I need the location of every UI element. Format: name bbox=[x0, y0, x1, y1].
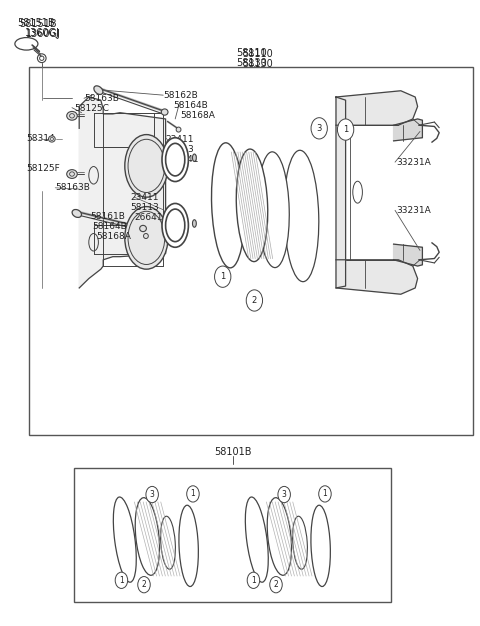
Polygon shape bbox=[394, 244, 422, 266]
Ellipse shape bbox=[140, 225, 146, 232]
Polygon shape bbox=[79, 97, 166, 288]
Ellipse shape bbox=[162, 138, 188, 182]
Ellipse shape bbox=[135, 498, 159, 575]
Circle shape bbox=[215, 266, 231, 287]
Text: 58151B: 58151B bbox=[17, 18, 54, 28]
Ellipse shape bbox=[166, 209, 185, 242]
Text: 1: 1 bbox=[220, 272, 225, 281]
Text: 26641: 26641 bbox=[170, 155, 199, 164]
Text: 26641: 26641 bbox=[134, 213, 163, 222]
Text: 58113: 58113 bbox=[166, 145, 194, 154]
Text: 58168A: 58168A bbox=[180, 111, 215, 120]
Text: 23411: 23411 bbox=[166, 135, 194, 144]
Text: 58151B: 58151B bbox=[19, 19, 57, 29]
Ellipse shape bbox=[192, 154, 196, 162]
Text: 58163B: 58163B bbox=[84, 94, 119, 103]
Text: 58130: 58130 bbox=[236, 58, 267, 68]
Ellipse shape bbox=[113, 497, 136, 582]
Ellipse shape bbox=[176, 127, 181, 132]
Text: 2: 2 bbox=[252, 296, 257, 305]
Text: 1360GJ: 1360GJ bbox=[26, 29, 61, 39]
Bar bbox=[74, 468, 391, 602]
Circle shape bbox=[319, 486, 331, 502]
Ellipse shape bbox=[67, 111, 77, 120]
Text: 1: 1 bbox=[191, 490, 195, 498]
Circle shape bbox=[146, 486, 158, 503]
Text: 1: 1 bbox=[323, 490, 327, 498]
Ellipse shape bbox=[166, 143, 185, 176]
Text: 58168A: 58168A bbox=[96, 232, 131, 241]
Circle shape bbox=[246, 290, 263, 311]
Text: 58130: 58130 bbox=[242, 59, 273, 69]
Ellipse shape bbox=[72, 210, 82, 217]
Ellipse shape bbox=[192, 220, 196, 227]
Text: 58125C: 58125C bbox=[74, 104, 109, 113]
Text: 58101B: 58101B bbox=[214, 447, 252, 457]
Text: 58161B: 58161B bbox=[90, 212, 125, 221]
Ellipse shape bbox=[144, 233, 148, 239]
Ellipse shape bbox=[236, 149, 268, 262]
Ellipse shape bbox=[67, 170, 77, 178]
Text: 58163B: 58163B bbox=[55, 183, 90, 192]
Ellipse shape bbox=[161, 516, 175, 569]
Bar bbox=[29, 67, 473, 435]
Text: 3: 3 bbox=[316, 124, 322, 133]
Circle shape bbox=[278, 486, 290, 503]
Text: 33231A: 33231A bbox=[396, 158, 431, 167]
Circle shape bbox=[187, 486, 199, 502]
Text: 58162B: 58162B bbox=[163, 91, 198, 100]
Ellipse shape bbox=[125, 207, 168, 269]
Ellipse shape bbox=[293, 516, 307, 569]
Text: 2: 2 bbox=[274, 580, 278, 589]
Text: 1: 1 bbox=[343, 125, 348, 134]
Circle shape bbox=[247, 572, 260, 588]
Circle shape bbox=[337, 119, 354, 140]
Text: 58110: 58110 bbox=[236, 48, 267, 58]
Ellipse shape bbox=[179, 505, 198, 587]
Text: 58164B: 58164B bbox=[173, 101, 207, 110]
Ellipse shape bbox=[267, 498, 291, 575]
Text: 1: 1 bbox=[119, 576, 124, 585]
Ellipse shape bbox=[48, 136, 55, 142]
Text: 58113: 58113 bbox=[131, 203, 159, 212]
Text: 3: 3 bbox=[150, 490, 155, 499]
Text: 1: 1 bbox=[251, 576, 256, 585]
Ellipse shape bbox=[212, 143, 244, 268]
Text: 58314: 58314 bbox=[26, 135, 55, 143]
Text: 58110: 58110 bbox=[242, 49, 273, 59]
Text: 1360GJ: 1360GJ bbox=[25, 28, 60, 38]
Circle shape bbox=[115, 572, 128, 588]
Polygon shape bbox=[394, 119, 422, 141]
Text: 58164B: 58164B bbox=[93, 222, 127, 231]
Text: 3: 3 bbox=[282, 490, 287, 499]
Ellipse shape bbox=[311, 505, 330, 587]
Text: 23411: 23411 bbox=[131, 193, 159, 202]
Ellipse shape bbox=[245, 497, 268, 582]
Polygon shape bbox=[336, 97, 346, 288]
Circle shape bbox=[138, 577, 150, 593]
Polygon shape bbox=[336, 91, 418, 125]
Circle shape bbox=[270, 577, 282, 593]
Ellipse shape bbox=[125, 135, 168, 197]
Circle shape bbox=[311, 118, 327, 139]
Ellipse shape bbox=[161, 109, 168, 115]
Polygon shape bbox=[336, 260, 418, 294]
Text: 58125F: 58125F bbox=[26, 164, 60, 173]
Ellipse shape bbox=[258, 152, 289, 267]
Text: 33231A: 33231A bbox=[396, 206, 431, 215]
Text: 2: 2 bbox=[142, 580, 146, 589]
Ellipse shape bbox=[162, 203, 188, 247]
Ellipse shape bbox=[284, 150, 319, 282]
Ellipse shape bbox=[94, 86, 103, 95]
